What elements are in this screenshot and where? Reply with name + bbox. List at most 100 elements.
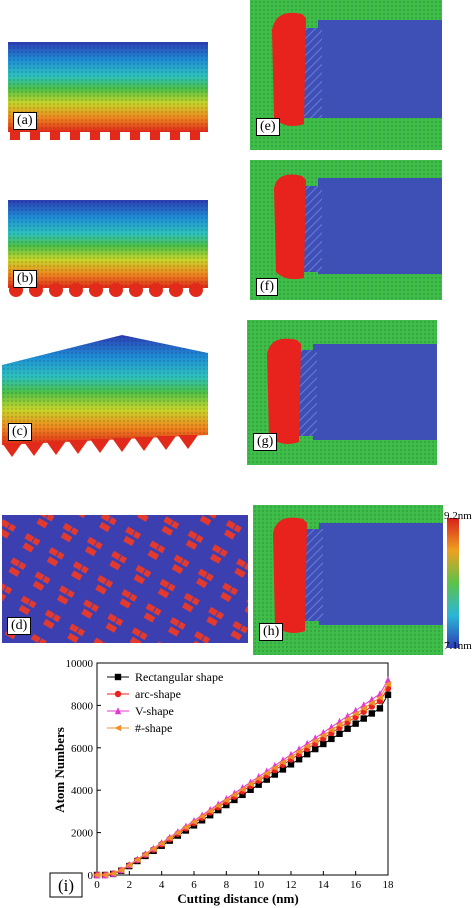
legend-label: Rectangular shape	[135, 670, 223, 684]
data-point	[336, 730, 343, 738]
panel-label-f: (f)	[256, 278, 278, 296]
data-point	[271, 771, 279, 778]
data-point	[335, 721, 343, 728]
series-3	[93, 681, 392, 879]
data-point	[101, 871, 109, 879]
data-point	[311, 737, 319, 745]
data-point	[351, 710, 359, 717]
legend-label: arc-shape	[135, 687, 181, 701]
x-tick-label: 4	[159, 879, 165, 891]
data-point	[360, 715, 367, 722]
panel-label-d: (d)	[7, 617, 32, 635]
data-point	[271, 764, 279, 772]
data-point	[133, 856, 141, 863]
legend-marker	[114, 724, 122, 732]
legend-marker	[114, 690, 122, 698]
data-point	[141, 851, 149, 858]
x-tick-label: 14	[318, 879, 330, 891]
panel-e-cutting: (e)	[250, 0, 442, 150]
data-point	[263, 770, 270, 777]
data-point	[303, 750, 311, 758]
legend-label: #-shape	[135, 721, 172, 735]
data-point	[263, 776, 270, 783]
data-point	[174, 829, 182, 836]
colorbar-min-label: 7.1nm	[444, 640, 472, 652]
legend-entry: V-shape	[107, 704, 174, 718]
data-point	[157, 840, 165, 847]
panel-label-i-text: (i)	[58, 876, 74, 895]
data-point	[384, 691, 392, 698]
data-point	[117, 866, 125, 874]
data-point	[360, 705, 367, 712]
data-point	[376, 705, 384, 712]
data-point	[320, 740, 327, 748]
data-point	[125, 861, 133, 869]
legend-marker	[114, 707, 122, 715]
y-tick-label: 4000	[71, 785, 94, 797]
panel-c-workpiece: (c)	[2, 335, 208, 465]
data-point	[247, 786, 254, 793]
panel-label-i: (i)	[49, 872, 83, 898]
legend-entry: Rectangular shape	[107, 670, 223, 684]
data-point	[344, 725, 351, 732]
x-tick-label: 12	[286, 879, 297, 891]
atom-numbers-chart: 0 2 4 6 8 10 12 14 16 18 0 2000 4000 6000 8000 10000 Re…	[49, 658, 395, 906]
panel-label-g: (g)	[253, 433, 278, 451]
data-point	[368, 710, 376, 717]
legend-entry: #-shape	[107, 721, 172, 735]
data-point	[182, 824, 190, 831]
data-point	[384, 681, 392, 688]
x-tick-label: 0	[94, 879, 100, 891]
y-tick-label: 2000	[71, 828, 94, 840]
data-point	[230, 791, 238, 799]
data-point	[319, 732, 327, 739]
data-point	[206, 807, 214, 815]
x-tick-label: 8	[224, 879, 230, 891]
data-point	[279, 766, 287, 773]
panel-label-h: (h)	[259, 623, 284, 641]
data-point	[239, 791, 246, 799]
data-point	[328, 735, 335, 743]
y-tick-label: 10000	[66, 658, 94, 670]
x-tick-label: 16	[350, 879, 362, 891]
data-point	[287, 761, 295, 768]
legend-marker	[114, 673, 122, 681]
data-point	[246, 780, 254, 788]
y-tick-label: 6000	[71, 743, 94, 755]
data-point	[149, 845, 157, 853]
data-point	[231, 796, 238, 804]
colorbar	[447, 518, 459, 648]
legend-label: V-shape	[135, 704, 174, 718]
panel-d-pattern: (d)	[2, 515, 248, 643]
data-point	[222, 797, 230, 804]
data-point	[287, 753, 295, 761]
data-point	[312, 745, 319, 753]
data-point	[327, 726, 335, 734]
panel-label-b: (b)	[13, 270, 38, 288]
data-point	[295, 756, 303, 763]
data-point	[368, 699, 376, 707]
data-point	[166, 834, 173, 842]
panel-b-workpiece: (b)	[8, 200, 208, 300]
data-point	[279, 759, 287, 766]
data-point	[238, 786, 246, 793]
chart-y-axis-label: Atom Numbers	[52, 727, 67, 813]
data-point	[376, 694, 384, 701]
data-point	[384, 676, 392, 684]
x-tick-label: 10	[253, 879, 265, 891]
panel-h-cutting: (h)	[253, 505, 443, 655]
x-tick-label: 18	[383, 879, 395, 891]
data-point	[254, 775, 262, 782]
chart-x-axis-label: Cutting distance (nm)	[177, 891, 298, 906]
y-tick-label: 8000	[71, 700, 94, 712]
data-point	[352, 720, 359, 727]
panel-label-a: (a)	[13, 112, 37, 130]
panel-label-e: (e)	[256, 118, 280, 136]
data-point	[198, 813, 206, 820]
panel-f-cutting: (f)	[250, 160, 442, 300]
data-point	[190, 818, 198, 826]
x-tick-label: 2	[127, 879, 133, 891]
data-point	[255, 781, 262, 788]
y-tick-label: 0	[88, 870, 94, 882]
data-point	[303, 743, 311, 750]
